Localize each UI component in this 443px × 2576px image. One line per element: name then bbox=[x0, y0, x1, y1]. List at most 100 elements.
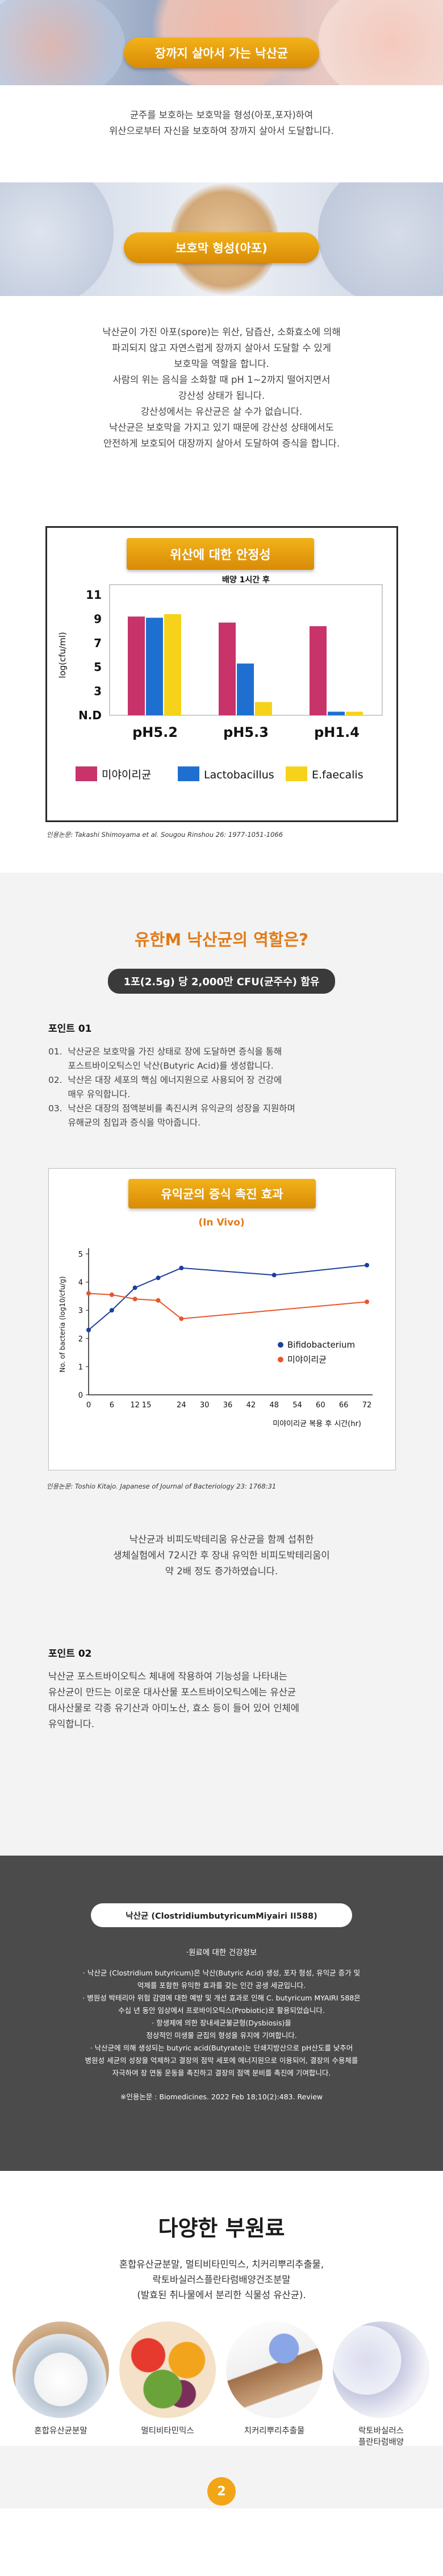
hero1-title-ribbon: 장까지 살아서 가는 낙산균 bbox=[124, 37, 319, 68]
chart1-bar bbox=[219, 622, 236, 715]
chart2-subtitle: (In Vivo) bbox=[198, 1217, 244, 1228]
role-title: 유한M 낙산균의 역할은? bbox=[135, 930, 308, 949]
chart2-legend-dot bbox=[278, 1357, 283, 1362]
growth-line: 생체실험에서 72시간 후 장내 유익한 비피도박테리움이 bbox=[113, 1550, 330, 1561]
point1-item: 매우 유익합니다. bbox=[48, 1089, 131, 1099]
chart1-legend-swatch bbox=[286, 766, 307, 781]
chart1-y-tick: 7 bbox=[94, 636, 102, 650]
chart2-x-tick: 12 bbox=[130, 1401, 140, 1410]
intro-line-2: 위산으로부터 자신을 보호하여 장까지 살아서 도달합니다. bbox=[109, 126, 334, 136]
point2-line: 유산균이 만드는 이로운 대사산물 포스트바이오틱스에는 유산균 bbox=[48, 1687, 296, 1698]
chart2-legend-label: 미야이리균 bbox=[287, 1354, 327, 1365]
chart2-point bbox=[156, 1298, 161, 1303]
chart2-y-label: No. of bacteria (log10/cfu/g) bbox=[58, 1276, 66, 1372]
point1-item: 02. 낙산은 대장 세포의 핵심 에너지원으로 사용되어 장 건강에 bbox=[48, 1075, 282, 1085]
chart2-title-box: 유익균의 증식 촉진 효과 bbox=[128, 1179, 316, 1208]
point2-line: 대사산물로 각종 유기산과 아미노산, 효소 등이 들어 있어 인체에 bbox=[48, 1703, 299, 1714]
chart2-y-tick: 2 bbox=[78, 1335, 83, 1344]
chart1-legend-swatch bbox=[178, 766, 199, 781]
chart2-x-tick: 0 bbox=[86, 1401, 91, 1410]
probiotic-powder-image bbox=[12, 2321, 109, 2418]
chart1-bar bbox=[128, 616, 145, 715]
ingredients-line: (발효된 취나물에서 분리한 식물성 유산균). bbox=[137, 2290, 306, 2300]
chart2-series-line bbox=[88, 1293, 367, 1320]
chart1-bar bbox=[164, 614, 181, 715]
hero2-title: 보호막 형성(아포) bbox=[175, 241, 268, 255]
spore-line: 강산성 상태가 됩니다. bbox=[178, 390, 265, 401]
ingredients-title: 다양한 부원료 bbox=[158, 2216, 285, 2241]
chart1-y-tick: 9 bbox=[94, 612, 102, 626]
chart2-y-tick: 0 bbox=[78, 1391, 83, 1400]
point1-item: 유해균의 침입과 증식을 막아줍니다. bbox=[48, 1118, 201, 1128]
point2-line: 유익합니다. bbox=[48, 1719, 95, 1729]
chart2-point bbox=[156, 1276, 161, 1281]
ingredient-label: 혼합유산균분말 bbox=[34, 2427, 87, 2436]
chart1-bar bbox=[346, 711, 363, 715]
chart1-legend-label: E.faecalis bbox=[312, 769, 363, 781]
chart1-title-box: 위산에 대한 안정성 bbox=[127, 538, 314, 570]
chart2-point bbox=[179, 1265, 184, 1270]
chart1-y-tick: 5 bbox=[94, 660, 102, 674]
section-number-badge: 2 bbox=[207, 2477, 236, 2506]
chart2-legend-label: Bifidobacterium bbox=[287, 1340, 355, 1350]
chart2-point bbox=[86, 1327, 91, 1332]
growth-chart: 유익균의 증식 촉진 효과 (In Vivo) 5 4 3 2 1 0 0 6 12 15 24 30 3… bbox=[48, 1168, 396, 1470]
chart2-y-tick: 4 bbox=[78, 1279, 83, 1287]
spore-line: 안전하게 보호되어 대장까지 살아서 도달하여 증식을 합니다. bbox=[103, 438, 340, 449]
chart2-legend-dot bbox=[278, 1342, 283, 1348]
chart1-legend-swatch bbox=[76, 766, 97, 781]
strain-line: 자극하여 장 연동 운동을 촉진하고 결장의 점액 분비를 촉진에 기여합니다. bbox=[112, 2069, 331, 2077]
chart1-category-label: pH1.4 bbox=[314, 724, 360, 740]
chart2-x-tick: 60 bbox=[316, 1401, 325, 1410]
ingredient-label: 치커리뿌리추출물 bbox=[244, 2427, 305, 2436]
ingredients-line: 락토바실러스플란타럼배양건조분말 bbox=[152, 2274, 291, 2285]
chart2-point bbox=[365, 1299, 369, 1304]
strain-name-pill: 낙산균 (ClostridiumbutyricumMiyairi II588) bbox=[91, 1903, 352, 1927]
strain-name: 낙산균 (ClostridiumbutyricumMiyairi II588) bbox=[126, 1911, 317, 1921]
chart1-category-label: pH5.3 bbox=[223, 724, 269, 740]
chart2-point bbox=[86, 1291, 91, 1296]
point1-item: 포스트바이오틱스인 낙산(Butyric Acid)를 생성합니다. bbox=[48, 1061, 274, 1071]
intro-line-1: 균주를 보호하는 보호막을 형성(아포,포자)하여 bbox=[129, 110, 314, 120]
multivitamin-image bbox=[119, 2321, 216, 2418]
chart1-bar bbox=[255, 702, 272, 715]
chart2-point bbox=[109, 1292, 114, 1297]
chart2-x-tick: 36 bbox=[223, 1401, 233, 1410]
strain-subtitle: ·원료에 대한 건강정보 bbox=[186, 1948, 257, 1957]
spore-description: 낙산균이 가진 아포(spore)는 위산, 담즙산, 소화효소에 의해 파괴되… bbox=[0, 296, 443, 526]
next-section-teaser: 2 bbox=[0, 2446, 443, 2508]
chart2-point bbox=[365, 1262, 369, 1268]
chart2-title: 유익균의 증식 촉진 효과 bbox=[161, 1187, 283, 1201]
chart2-x-tick: 6 bbox=[110, 1401, 114, 1410]
point1-title: 포인트 01 bbox=[48, 1023, 92, 1035]
chart2-y-tick: 5 bbox=[78, 1251, 83, 1259]
chart2-x-tick: 48 bbox=[269, 1401, 279, 1410]
chart1-y-tick: N.D bbox=[78, 708, 102, 722]
chart2-y-tick: 1 bbox=[78, 1363, 83, 1372]
hero-digestive-banner: 보호막 형성(아포) bbox=[0, 182, 443, 296]
chart2-x-tick: 66 bbox=[339, 1401, 349, 1410]
chart1-bar bbox=[146, 618, 163, 715]
chart1-bar bbox=[328, 711, 345, 715]
strain-line: 수십 년 동안 임상에서 프로바이오틱스(Probiotic)로 활용되었습니다… bbox=[118, 2006, 325, 2015]
chart2-x-label: 미야이리균 복용 후 시간(hr) bbox=[273, 1420, 361, 1428]
cfu-pill: 1포(2.5g) 당 2,000만 CFU(균주수) 함유 bbox=[107, 969, 336, 994]
chart1-y-tick: 11 bbox=[86, 588, 102, 602]
chart2-x-tick: 15 bbox=[142, 1401, 152, 1410]
chart1-svg: 11 9 7 5 3 N.D log(cfu/ml) 배양 1시간 후 pH5.2 pH5.3 pH… bbox=[57, 575, 383, 781]
spore-line: 낙산균은 보호막을 가지고 있기 때문에 강산성 상태에서도 bbox=[109, 422, 334, 433]
chart2-x-tick: 42 bbox=[246, 1401, 256, 1410]
spore-line: 보호막을 역할을 합니다. bbox=[174, 359, 269, 369]
strain-citation: ※인용논문 : Biomedicines. 2022 Feb 18;10(2):… bbox=[120, 2093, 323, 2101]
point2-title: 포인트 02 bbox=[48, 1648, 92, 1660]
chicory-root-image bbox=[226, 2321, 323, 2418]
chart2-x-tick: 72 bbox=[362, 1401, 372, 1410]
hero2-title-ribbon: 보호막 형성(아포) bbox=[124, 232, 319, 263]
chart2-point bbox=[271, 1273, 277, 1278]
spore-line: 강산성에서는 유산균은 살 수가 없습니다. bbox=[140, 406, 303, 417]
hero-intestine-banner: 장까지 살아서 가는 낙산균 bbox=[0, 0, 443, 85]
strain-line: 정상적인 미생물 균집의 형성을 유지에 기여합니다. bbox=[146, 2031, 297, 2040]
strain-line: 억제를 포함한 유익한 효과를 갖는 인간 공생 세균입니다. bbox=[137, 1981, 306, 1990]
strain-line: 병원성 세균의 성장을 억제하고 결장의 점막 세포에 에너지원으로 이용되어,… bbox=[85, 2056, 358, 2065]
